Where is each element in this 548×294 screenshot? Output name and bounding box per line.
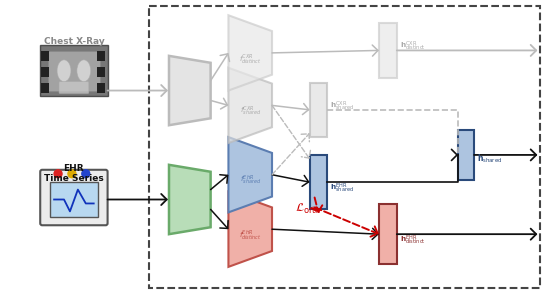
Bar [50, 182, 98, 217]
Bar [458, 130, 474, 180]
Polygon shape [229, 192, 272, 267]
Bar [40, 45, 107, 96]
Bar [96, 67, 105, 77]
Text: $f^{\mathit{EHR}}_{\mathit{distinct}}$: $f^{\mathit{EHR}}_{\mathit{distinct}}$ [239, 228, 261, 242]
Bar [48, 51, 100, 91]
Text: EHR
Time Series: EHR Time Series [44, 164, 104, 183]
Bar [41, 67, 49, 77]
Polygon shape [229, 15, 272, 91]
Bar [379, 204, 397, 264]
Bar [96, 51, 105, 61]
Bar [149, 6, 540, 288]
Bar [310, 155, 328, 209]
Text: $f^{\mathit{CXR}}_{\mathit{shared}}$: $f^{\mathit{CXR}}_{\mathit{shared}}$ [239, 105, 261, 118]
FancyBboxPatch shape [40, 170, 107, 225]
Bar [379, 23, 397, 78]
Bar [41, 51, 49, 61]
Ellipse shape [57, 60, 71, 82]
Polygon shape [229, 68, 272, 143]
Text: $f^{\mathit{EHR}}_{\mathit{shared}}$: $f^{\mathit{EHR}}_{\mathit{shared}}$ [239, 174, 261, 187]
Circle shape [82, 170, 90, 178]
Bar [41, 83, 49, 93]
Text: $\mathbf{h}^{\rm CXR}_{\rm distinct}$: $\mathbf{h}^{\rm CXR}_{\rm distinct}$ [400, 40, 426, 53]
Text: Chest X-Ray: Chest X-Ray [43, 37, 104, 46]
FancyBboxPatch shape [59, 82, 89, 93]
Circle shape [54, 170, 62, 178]
Circle shape [68, 170, 76, 178]
Polygon shape [169, 165, 210, 234]
Text: $\mathcal{L}_{\rm orth}$: $\mathcal{L}_{\rm orth}$ [295, 202, 321, 216]
Text: $\mathbf{h}^{\rm CXR}_{\rm shared}$: $\mathbf{h}^{\rm CXR}_{\rm shared}$ [330, 99, 355, 113]
Text: $\mathbf{h}^{\rm EHR}_{\rm distinct}$: $\mathbf{h}^{\rm EHR}_{\rm distinct}$ [400, 233, 426, 247]
Ellipse shape [77, 60, 91, 82]
Text: $f^{\mathit{CXR}}_{\mathit{distinct}}$: $f^{\mathit{CXR}}_{\mathit{distinct}}$ [239, 52, 261, 66]
Polygon shape [169, 56, 210, 125]
Text: $\mathbf{h}^{\rm EHR}_{\rm shared}$: $\mathbf{h}^{\rm EHR}_{\rm shared}$ [330, 181, 355, 195]
Polygon shape [229, 137, 272, 212]
Bar [310, 83, 328, 137]
Bar [96, 83, 105, 93]
Text: $\mathbf{h}_{\rm shared}$: $\mathbf{h}_{\rm shared}$ [477, 153, 503, 165]
